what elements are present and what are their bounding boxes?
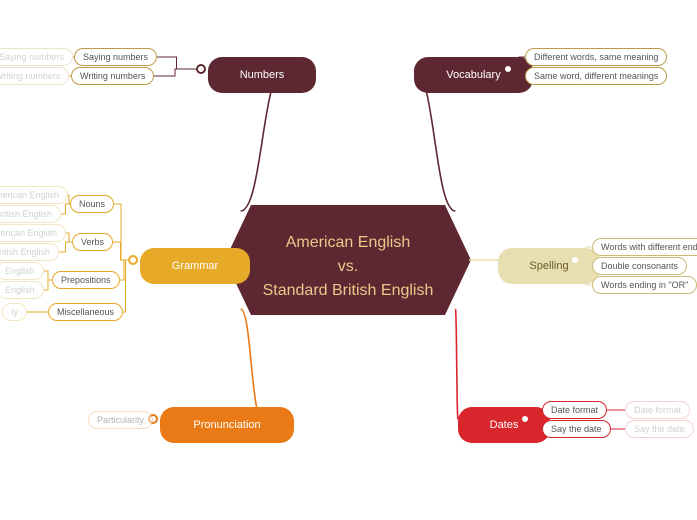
center-line2: vs. (338, 258, 358, 275)
dates-leaf[interactable]: Say the date (542, 420, 611, 438)
grammar-subleaf[interactable]: American English (0, 224, 66, 242)
grammar-subleaf[interactable]: British English (0, 243, 59, 261)
grammar-toggle-dot[interactable] (128, 255, 138, 265)
numbers-toggle-dot[interactable] (196, 64, 206, 74)
numbers-leaf[interactable]: Saying numbers (74, 48, 157, 66)
spelling-toggle-dot[interactable] (570, 255, 580, 265)
numbers-leaf[interactable]: Writing numbers (71, 67, 154, 85)
spelling-branch[interactable]: Spelling (498, 248, 600, 284)
numbers-subleaf[interactable]: Saying numbers (0, 48, 73, 66)
dates-subleaf[interactable]: Date format (625, 401, 690, 419)
grammar-subleaf[interactable]: American English (0, 186, 68, 204)
vocabulary-branch[interactable]: Vocabulary (414, 57, 533, 93)
grammar-branch[interactable]: Grammar (140, 248, 250, 284)
dates-branch[interactable]: Dates (458, 407, 550, 443)
spelling-leaf[interactable]: Words with different endings (592, 238, 697, 256)
numbers-branch[interactable]: Numbers (208, 57, 316, 93)
vocabulary-leaf[interactable]: Same word, different meanings (525, 67, 667, 85)
vocabulary-leaf[interactable]: Different words, same meaning (525, 48, 667, 66)
grammar-leaf[interactable]: Nouns (70, 195, 114, 213)
grammar-subleaf[interactable]: English (0, 281, 44, 299)
spelling-leaf[interactable]: Double consonants (592, 257, 687, 275)
center-line3: Standard British English (263, 282, 434, 299)
grammar-subleaf[interactable]: ty (2, 303, 27, 321)
spelling-leaf[interactable]: Words ending in "OR" (592, 276, 697, 294)
grammar-leaf[interactable]: Verbs (72, 233, 113, 251)
center-node[interactable]: American English vs. Standard British Engl… (233, 213, 463, 321)
vocabulary-toggle-dot[interactable] (503, 64, 513, 74)
grammar-leaf[interactable]: Prepositions (52, 271, 120, 289)
center-line1: American English (286, 234, 411, 251)
dates-toggle-dot[interactable] (520, 414, 530, 424)
pronunciation-branch[interactable]: Pronunciation (160, 407, 294, 443)
pronunciation-leaf[interactable]: Particularity (88, 411, 153, 429)
dates-leaf[interactable]: Date format (542, 401, 607, 419)
grammar-leaf[interactable]: Miscellaneous (48, 303, 123, 321)
grammar-subleaf[interactable]: English (0, 262, 44, 280)
numbers-subleaf[interactable]: Writing numbers (0, 67, 69, 85)
dates-subleaf[interactable]: Say the date (625, 420, 694, 438)
grammar-subleaf[interactable]: British English (0, 205, 61, 223)
